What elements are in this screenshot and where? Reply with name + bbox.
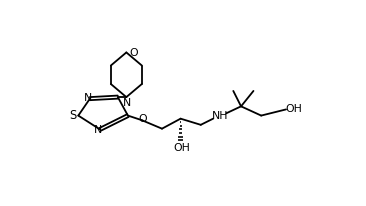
Text: O: O bbox=[138, 114, 147, 124]
Text: N: N bbox=[94, 125, 102, 135]
Text: O: O bbox=[129, 48, 138, 58]
Text: OH: OH bbox=[285, 104, 302, 114]
Text: S: S bbox=[69, 109, 76, 122]
Text: N: N bbox=[84, 93, 93, 103]
Text: NH: NH bbox=[212, 111, 228, 121]
Text: N: N bbox=[123, 98, 131, 108]
Text: OH: OH bbox=[173, 143, 190, 153]
